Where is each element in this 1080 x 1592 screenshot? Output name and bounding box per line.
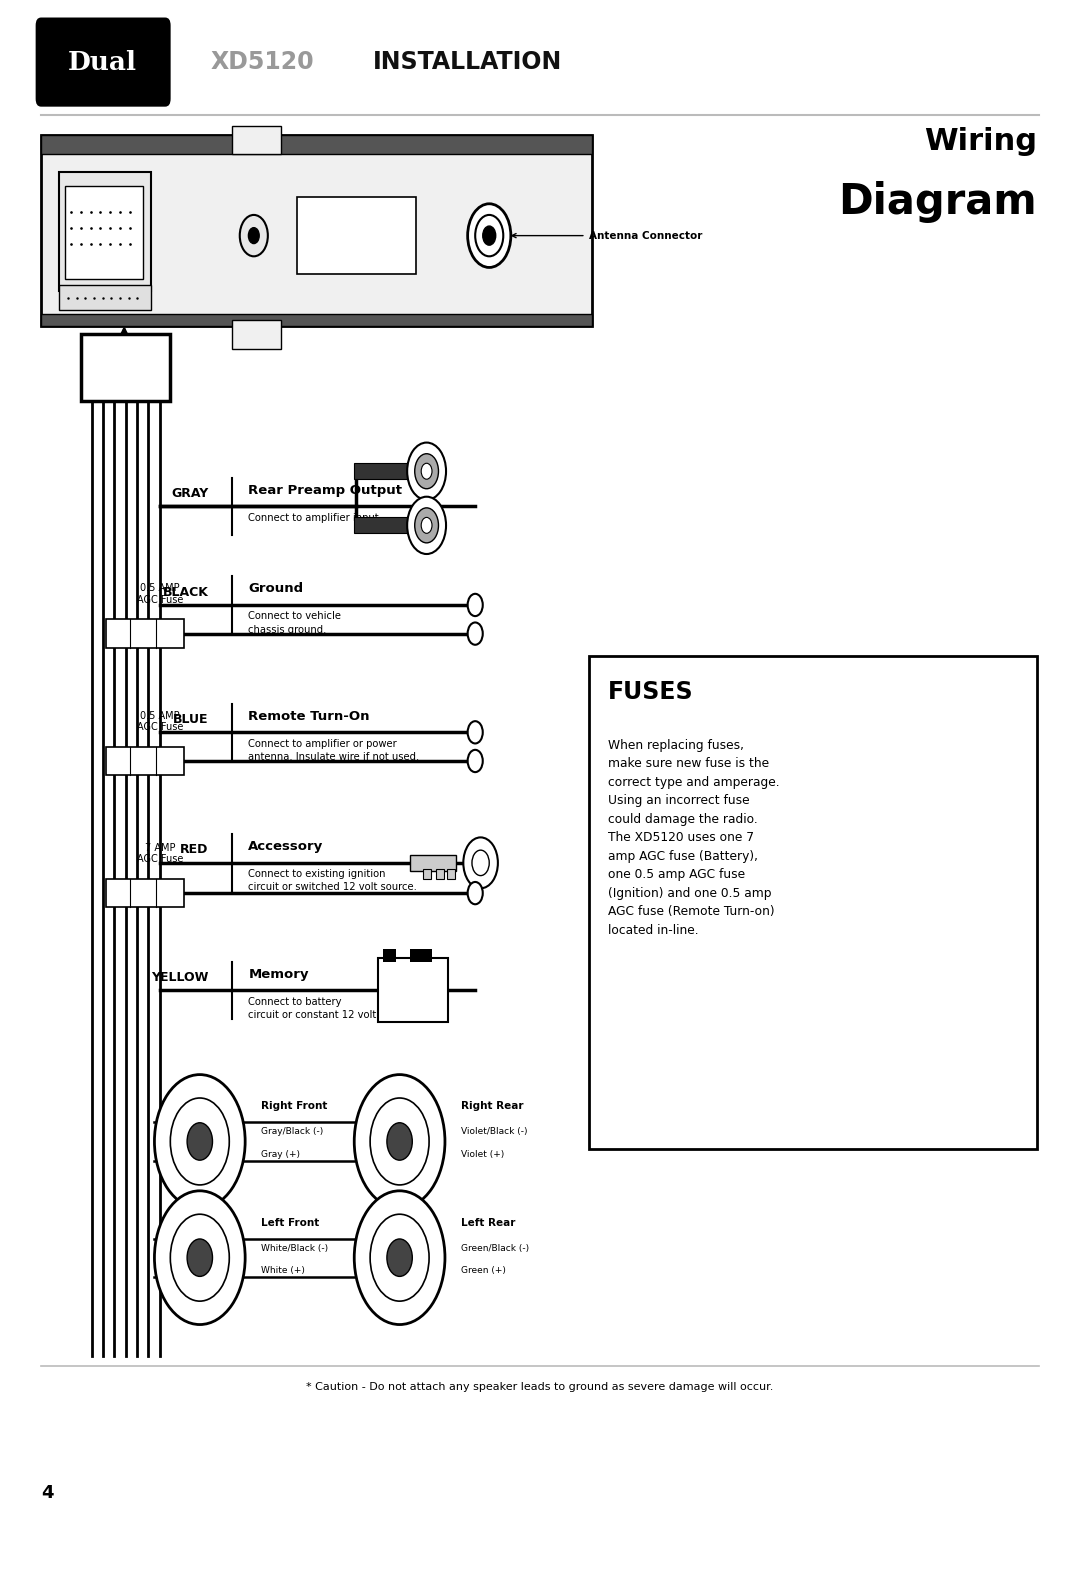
Text: +: + bbox=[389, 976, 400, 989]
Text: Dual: Dual bbox=[68, 49, 137, 75]
Circle shape bbox=[483, 226, 496, 245]
Text: Ground: Ground bbox=[248, 583, 303, 595]
Bar bbox=[410, 855, 456, 871]
Bar bbox=[59, 172, 151, 291]
Circle shape bbox=[370, 1098, 429, 1184]
Circle shape bbox=[468, 721, 483, 743]
Text: Connect to existing ignition
circuit or switched 12 volt source.: Connect to existing ignition circuit or … bbox=[248, 869, 417, 893]
Circle shape bbox=[187, 1239, 213, 1277]
Bar bbox=[81, 334, 170, 401]
Bar bbox=[423, 869, 431, 879]
Text: When replacing fuses,
make sure new fuse is the
correct type and amperage.
Using: When replacing fuses, make sure new fuse… bbox=[608, 739, 780, 936]
Circle shape bbox=[171, 1215, 229, 1301]
Circle shape bbox=[468, 882, 483, 904]
Circle shape bbox=[421, 463, 432, 479]
Text: YELLOW: YELLOW bbox=[151, 971, 208, 984]
Text: Connect to amplifier or power
antenna. Insulate wire if not used.: Connect to amplifier or power antenna. I… bbox=[248, 739, 420, 763]
Text: * Caution - Do not attach any speaker leads to ground as severe damage will occu: * Caution - Do not attach any speaker le… bbox=[307, 1382, 773, 1391]
Text: White (+): White (+) bbox=[261, 1266, 306, 1275]
Text: Violet (+): Violet (+) bbox=[461, 1149, 504, 1159]
Bar bbox=[232, 126, 281, 154]
Text: 0.5 AMP
AGC Fuse: 0.5 AMP AGC Fuse bbox=[137, 710, 183, 732]
Bar bbox=[65, 186, 143, 279]
Text: Wiring: Wiring bbox=[923, 127, 1037, 156]
Circle shape bbox=[354, 1191, 445, 1325]
Text: ®: ® bbox=[156, 29, 164, 38]
Text: FUSES: FUSES bbox=[608, 680, 693, 704]
Circle shape bbox=[421, 517, 432, 533]
Bar bbox=[297, 197, 416, 274]
Bar bbox=[106, 879, 184, 907]
Text: Remote Turn-On: Remote Turn-On bbox=[248, 710, 369, 723]
Text: GRAY: GRAY bbox=[172, 487, 208, 500]
Bar bbox=[383, 949, 396, 962]
Bar bbox=[589, 656, 1037, 1149]
Circle shape bbox=[472, 850, 489, 876]
Text: Rear Preamp Output: Rear Preamp Output bbox=[248, 484, 403, 497]
Circle shape bbox=[407, 443, 446, 500]
Text: Accessory: Accessory bbox=[248, 841, 324, 853]
Text: -: - bbox=[423, 976, 430, 989]
Text: Violet/Black (-): Violet/Black (-) bbox=[461, 1127, 528, 1137]
Circle shape bbox=[468, 750, 483, 772]
Text: Memory: Memory bbox=[248, 968, 309, 981]
Text: 0.5 AMP
AGC Fuse: 0.5 AMP AGC Fuse bbox=[137, 583, 183, 605]
Text: Green (+): Green (+) bbox=[461, 1266, 507, 1275]
Bar bbox=[41, 135, 592, 154]
Bar bbox=[41, 314, 592, 326]
Circle shape bbox=[171, 1098, 229, 1184]
Text: Right Front: Right Front bbox=[261, 1102, 327, 1111]
Text: Left Rear: Left Rear bbox=[461, 1218, 515, 1227]
Circle shape bbox=[387, 1122, 413, 1161]
Text: XD5120: XD5120 bbox=[211, 49, 314, 75]
Circle shape bbox=[415, 508, 438, 543]
Text: BLACK: BLACK bbox=[163, 586, 208, 599]
Text: Connect to battery
circuit or constant 12 volt source.: Connect to battery circuit or constant 1… bbox=[248, 997, 416, 1020]
Bar bbox=[59, 285, 151, 310]
Text: Diagram: Diagram bbox=[838, 181, 1037, 223]
Circle shape bbox=[468, 622, 483, 645]
Circle shape bbox=[475, 215, 503, 256]
Bar bbox=[106, 619, 184, 648]
Circle shape bbox=[370, 1215, 429, 1301]
Bar bbox=[447, 869, 455, 879]
FancyBboxPatch shape bbox=[36, 18, 171, 107]
Circle shape bbox=[354, 1075, 445, 1208]
Text: Connect to vehicle
chassis ground.: Connect to vehicle chassis ground. bbox=[248, 611, 341, 635]
Text: INSTALLATION: INSTALLATION bbox=[373, 49, 562, 75]
Bar bbox=[410, 949, 432, 962]
Bar bbox=[378, 958, 448, 1022]
Text: Right Rear: Right Rear bbox=[461, 1102, 524, 1111]
Text: BLUE: BLUE bbox=[173, 713, 208, 726]
Bar bbox=[106, 747, 184, 775]
Circle shape bbox=[468, 204, 511, 267]
Text: 4: 4 bbox=[41, 1484, 54, 1503]
Circle shape bbox=[463, 837, 498, 888]
Circle shape bbox=[240, 215, 268, 256]
Text: Connect to amplifier input.: Connect to amplifier input. bbox=[248, 513, 382, 522]
Text: Left Front: Left Front bbox=[261, 1218, 320, 1227]
Circle shape bbox=[468, 594, 483, 616]
Text: White/Black (-): White/Black (-) bbox=[261, 1243, 328, 1253]
Circle shape bbox=[387, 1239, 413, 1277]
Bar bbox=[354, 463, 424, 479]
Text: RED: RED bbox=[180, 844, 208, 856]
Bar bbox=[354, 517, 424, 533]
Bar bbox=[436, 869, 444, 879]
Text: Gray/Black (-): Gray/Black (-) bbox=[261, 1127, 324, 1137]
Text: Antenna Connector: Antenna Connector bbox=[512, 231, 702, 240]
Bar bbox=[41, 135, 592, 326]
Circle shape bbox=[187, 1122, 213, 1161]
Circle shape bbox=[415, 454, 438, 489]
Circle shape bbox=[407, 497, 446, 554]
Text: 7 AMP
AGC Fuse: 7 AMP AGC Fuse bbox=[137, 842, 183, 864]
Circle shape bbox=[248, 228, 259, 244]
Circle shape bbox=[154, 1191, 245, 1325]
Circle shape bbox=[154, 1075, 245, 1208]
Text: Green/Black (-): Green/Black (-) bbox=[461, 1243, 529, 1253]
Text: Gray (+): Gray (+) bbox=[261, 1149, 300, 1159]
Bar bbox=[232, 320, 281, 349]
